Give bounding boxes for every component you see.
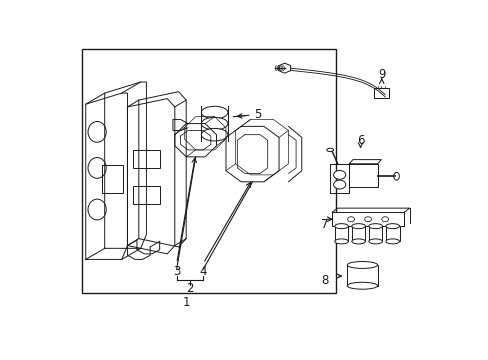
Ellipse shape [279, 66, 282, 71]
Text: 8: 8 [320, 274, 327, 287]
Ellipse shape [351, 224, 365, 229]
Ellipse shape [277, 66, 279, 71]
Circle shape [381, 217, 388, 222]
Text: 4: 4 [199, 265, 206, 278]
Bar [102, 165, 122, 193]
Ellipse shape [334, 224, 347, 229]
Ellipse shape [368, 224, 382, 229]
Ellipse shape [385, 239, 399, 244]
Circle shape [333, 170, 345, 179]
Bar [385, 226, 399, 242]
Ellipse shape [275, 66, 277, 71]
Text: 1: 1 [182, 296, 189, 309]
Circle shape [347, 217, 354, 222]
Text: 3: 3 [173, 265, 180, 278]
Text: 5: 5 [254, 108, 262, 121]
Ellipse shape [201, 117, 227, 130]
Ellipse shape [351, 239, 365, 244]
Ellipse shape [334, 239, 347, 244]
Ellipse shape [385, 224, 399, 229]
Bar [373, 89, 388, 98]
Circle shape [364, 217, 371, 222]
Ellipse shape [393, 172, 399, 180]
Bar [368, 226, 382, 242]
Circle shape [333, 180, 345, 189]
Ellipse shape [201, 129, 227, 141]
Bar [348, 164, 377, 187]
Ellipse shape [346, 282, 377, 289]
Bar [351, 226, 365, 242]
Bar [346, 265, 377, 286]
Ellipse shape [201, 106, 227, 119]
Text: 9: 9 [377, 68, 385, 81]
Text: 2: 2 [186, 282, 193, 295]
Bar [331, 212, 403, 226]
Ellipse shape [282, 66, 284, 71]
Ellipse shape [346, 261, 377, 269]
Bar [133, 150, 159, 168]
Bar [133, 186, 159, 204]
Ellipse shape [368, 239, 382, 244]
Text: 6: 6 [356, 134, 364, 147]
Ellipse shape [326, 148, 333, 152]
Bar [82, 49, 335, 293]
Bar [334, 226, 347, 242]
Text: 7: 7 [320, 218, 327, 231]
